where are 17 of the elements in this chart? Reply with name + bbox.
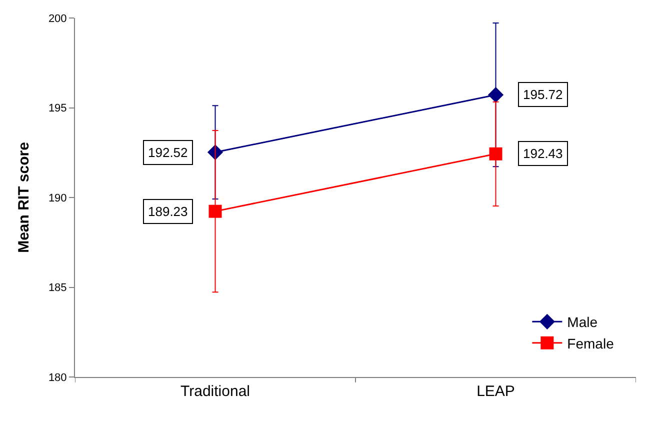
y-tick-label: 195	[48, 102, 67, 115]
point	[488, 87, 504, 103]
y-tick-label: 180	[48, 372, 67, 384]
data-label: 189.23	[148, 204, 188, 219]
data-label: 192.43	[523, 146, 563, 161]
x-tick-label: Traditional	[180, 383, 250, 400]
legend-label: Male	[567, 314, 598, 330]
y-axis-title: Mean RIT score	[16, 142, 33, 253]
x-tick-label: LEAP	[476, 383, 515, 400]
point	[489, 147, 502, 160]
y-tick-label: 200	[48, 12, 67, 25]
data-label: 192.52	[148, 145, 188, 160]
y-tick-label: 185	[48, 282, 67, 294]
legend-label: Female	[567, 335, 614, 352]
y-tick-label: 190	[48, 192, 67, 204]
point	[208, 204, 222, 218]
data-label: 195.72	[523, 87, 563, 102]
